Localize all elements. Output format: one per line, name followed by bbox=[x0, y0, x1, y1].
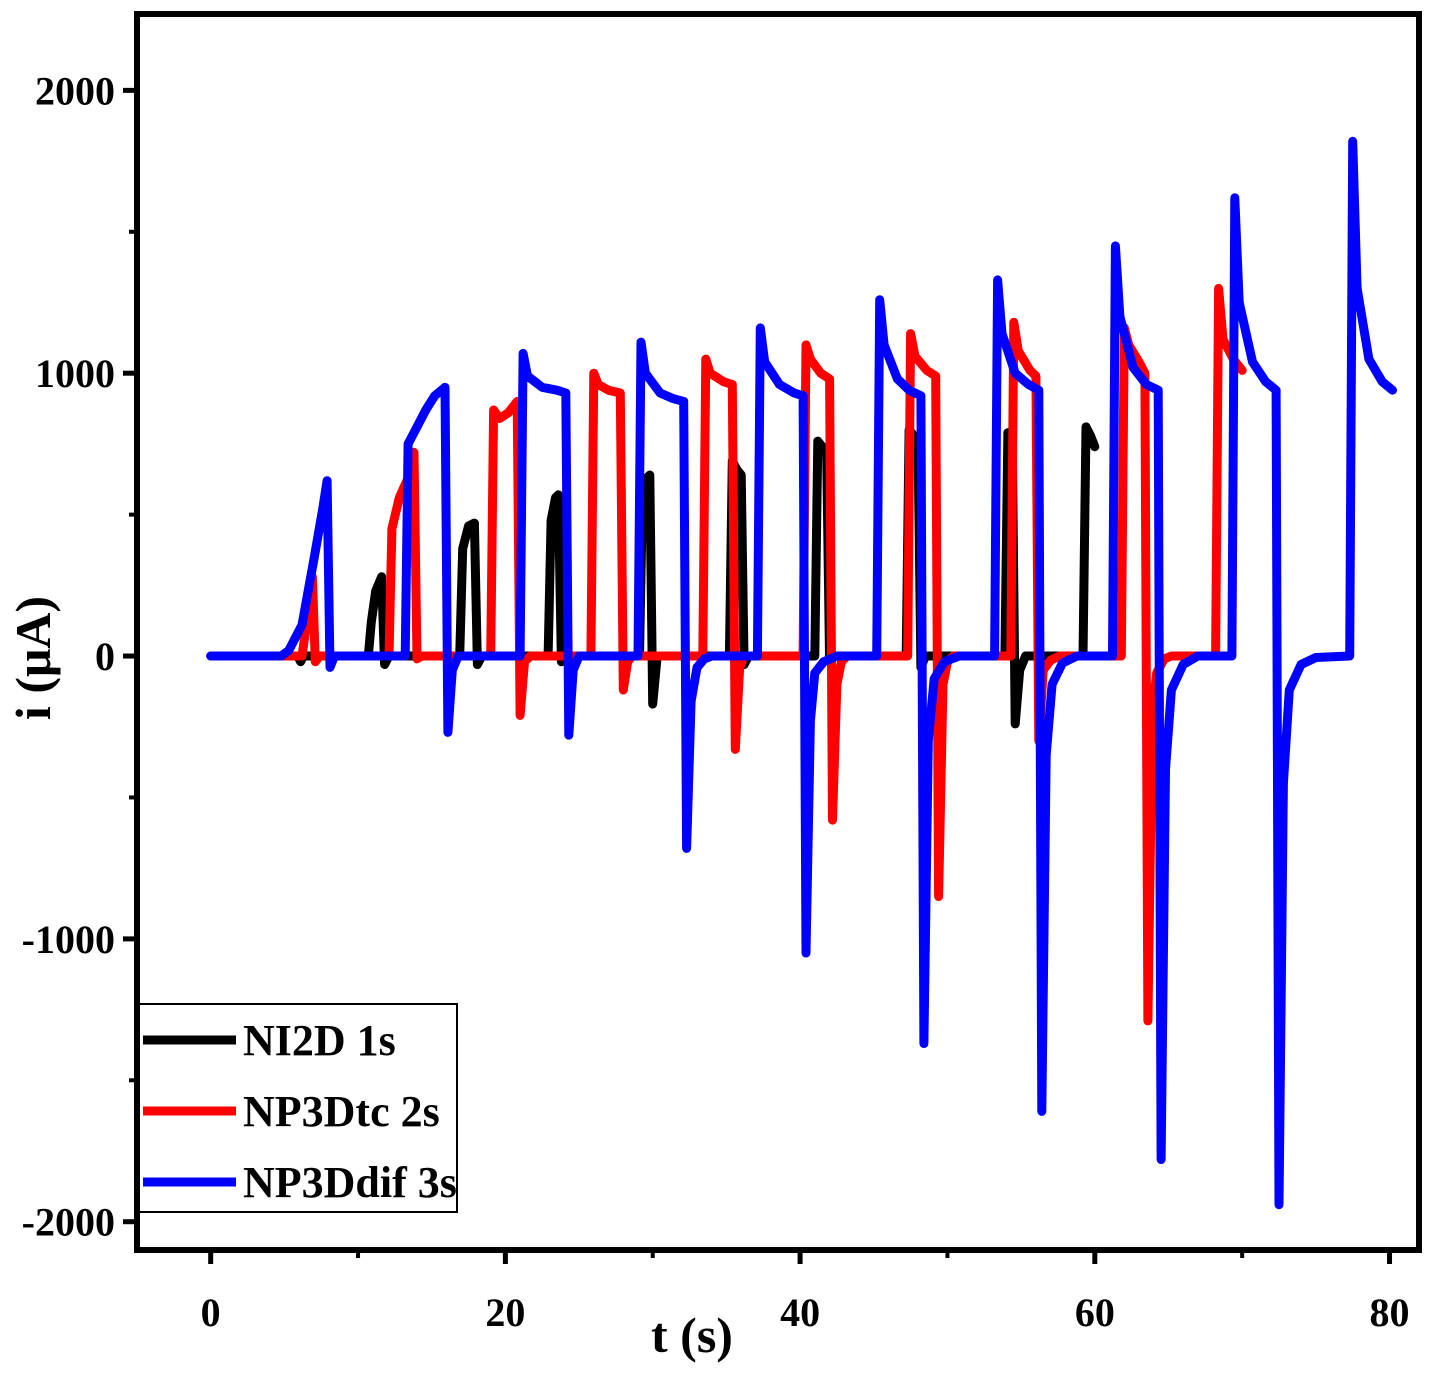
y-tick-label: -2000 bbox=[22, 1200, 115, 1245]
x-axis-ticks: 0 20 40 60 80 bbox=[201, 1250, 1410, 1335]
x-tick-label: 20 bbox=[485, 1290, 525, 1335]
y-tick-label: 2000 bbox=[35, 68, 115, 113]
y-tick-label: -1000 bbox=[22, 917, 115, 962]
legend-label-np3ddif: NP3Ddif 3s bbox=[243, 1158, 457, 1207]
series-layer bbox=[206, 136, 1397, 1210]
x-axis-label: t (s) bbox=[651, 1307, 733, 1363]
y-tick-label: 1000 bbox=[35, 351, 115, 396]
x-tick-label: 60 bbox=[1075, 1290, 1115, 1335]
legend-label-np3dtc: NP3Dtc 2s bbox=[243, 1087, 440, 1136]
y-tick-label: 0 bbox=[95, 634, 115, 679]
y-axis-label: i (μA) bbox=[5, 596, 61, 720]
y-axis-ticks: -2000 -1000 0 1000 2000 bbox=[22, 68, 137, 1245]
x-tick-label: 40 bbox=[780, 1290, 820, 1335]
legend-label-ni2d: NI2D 1s bbox=[243, 1016, 396, 1065]
legend: NI2D 1s NP3Dtc 2s NP3Ddif 3s bbox=[138, 1003, 458, 1213]
x-tick-label: 80 bbox=[1370, 1290, 1410, 1335]
x-tick-label: 0 bbox=[201, 1290, 221, 1335]
series-line-np3ddif-3s bbox=[206, 136, 1397, 1210]
